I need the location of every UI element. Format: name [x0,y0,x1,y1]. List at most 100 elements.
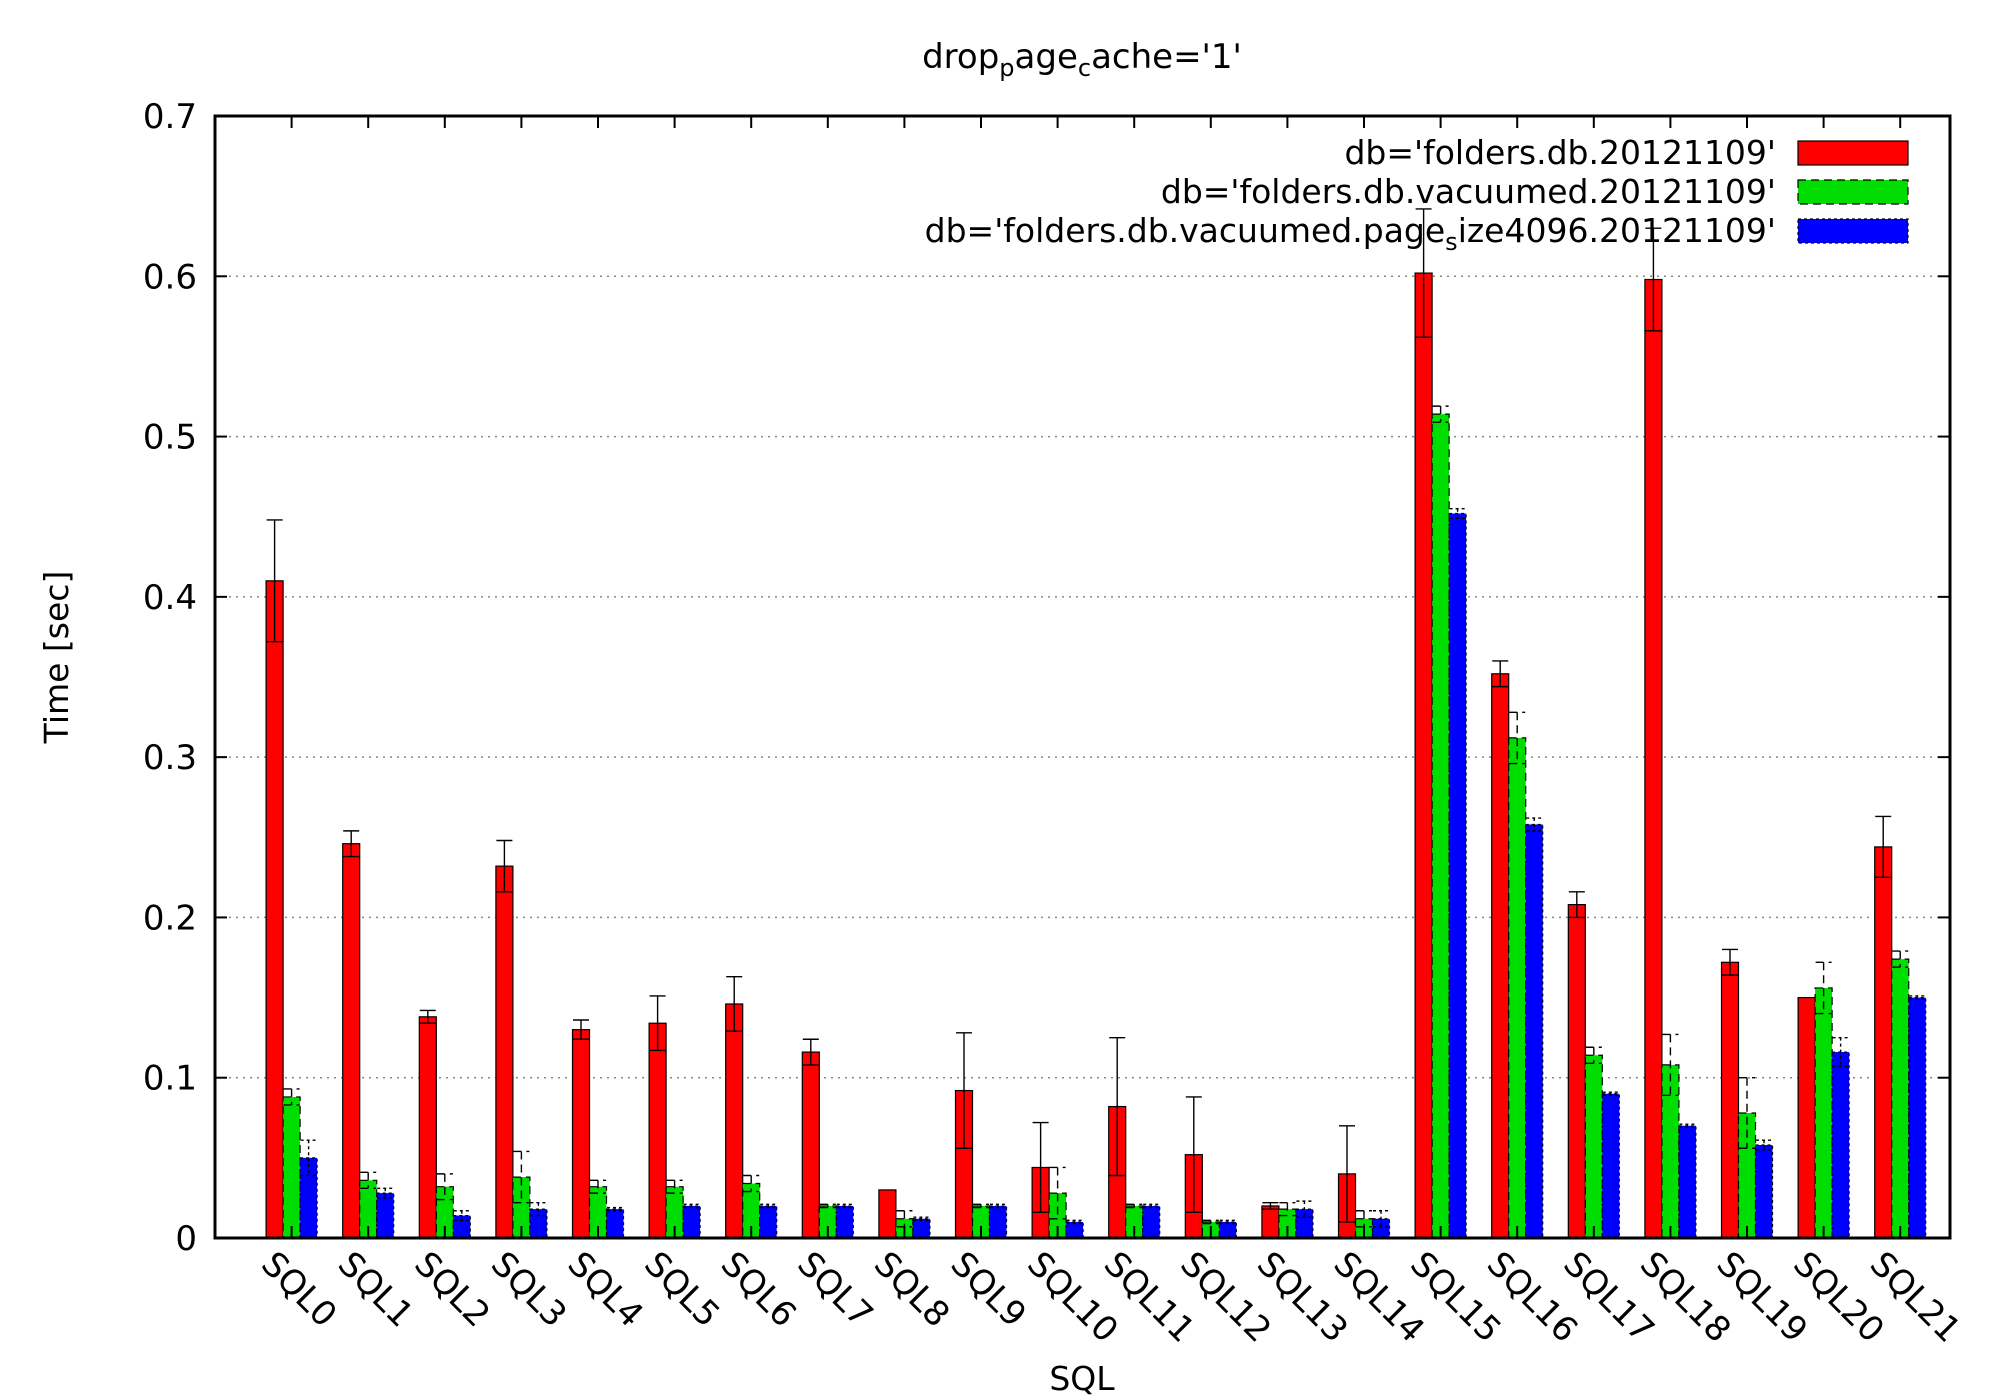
bar [1431,413,1450,1239]
x-tick-label: SQL5 [636,1244,727,1335]
error-bar [1109,1036,1126,1177]
error-bar [990,1203,1007,1209]
error-bar [453,1210,470,1222]
bar [1797,996,1816,1239]
error-bar [436,1173,453,1201]
bar [878,1189,897,1239]
error-bar [590,1179,607,1194]
bar [835,1205,854,1239]
y-tick-label: 0.1 [143,1059,197,1099]
error-bar [1143,1203,1160,1209]
bar [1525,823,1544,1239]
bar [571,1029,591,1239]
y-tick-label: 0.5 [143,418,197,458]
bar [801,1051,820,1239]
error-bar [1662,1033,1679,1097]
bar [1142,1205,1161,1239]
error-bar [1339,1125,1356,1223]
error-bar [1509,711,1526,765]
bar [1831,1051,1850,1239]
bar [1754,1144,1774,1239]
plot-frame [213,114,1952,1240]
y-tick-label: 0 [175,1219,197,1259]
error-bar [743,1174,760,1193]
error-bar [607,1206,624,1212]
bar [1874,846,1893,1239]
error-bar [726,976,743,1032]
bar [1720,961,1740,1239]
bar [1678,1125,1697,1239]
error-bar [530,1202,547,1217]
error-bar [1262,1202,1279,1210]
error-bar [1875,815,1892,879]
legend-entry: db='folders.db.vacuumed.20121109' [1161,172,1776,211]
error-bar [1279,1202,1296,1217]
legend-swatch [1797,140,1909,166]
bar [1584,1054,1603,1239]
x-tick-label: SQL1 [330,1244,421,1335]
bars [265,208,1927,1239]
y-tick-label: 0.2 [143,898,197,938]
error-bar [1679,1123,1696,1129]
error-bar [1126,1203,1143,1209]
y-tick-label: 0.6 [143,257,197,297]
bar [299,1157,318,1239]
bar [759,1205,778,1239]
error-bar [649,995,666,1052]
bar [1567,904,1586,1239]
legend: db='folders.db.20121109'db='folders.db.v… [925,133,1909,256]
error-bar [377,1187,394,1199]
error-bar [1585,1046,1602,1064]
error-bar [1202,1219,1219,1225]
x-tick-label: SQL8 [866,1244,957,1335]
error-bar [1032,1121,1049,1214]
chart-title: droppagecache='1' [922,37,1242,82]
bar [512,1176,531,1239]
x-tick-label: SQL9 [943,1244,1034,1335]
error-bar [1373,1210,1390,1228]
error-bar [913,1216,930,1222]
bar [529,1208,548,1239]
error-bar [360,1171,377,1190]
bar [648,1022,667,1239]
error-bar [1602,1091,1619,1097]
bar [342,843,361,1239]
bar [1644,278,1663,1239]
bar [605,1208,625,1239]
y-tick-label: 0.7 [143,97,197,137]
error-bar [1066,1219,1083,1225]
bar [988,1205,1008,1239]
error-bar [496,839,513,893]
x-tick-label: SQL0 [253,1244,344,1335]
error-bar [1568,891,1585,919]
bar [452,1214,471,1239]
bar [1891,958,1910,1239]
y-tick-label: 0.4 [143,578,197,618]
bar [1508,737,1527,1239]
bar [1601,1093,1620,1239]
bar [1908,996,1927,1239]
legend-swatch [1797,218,1909,244]
x-tick-label: SQL3 [483,1244,574,1335]
y-tick-label: 0.3 [143,738,197,778]
error-bar [683,1203,700,1209]
error-bar [760,1203,777,1209]
x-axis-label: SQL [1049,1359,1115,1398]
error-bar [1815,961,1832,1015]
x-tick-label: SQL2 [406,1244,497,1335]
bar [1218,1221,1237,1239]
bar [1261,1205,1280,1239]
error-bar [1909,995,1926,1000]
error-bar [283,1088,300,1106]
bar [682,1205,701,1239]
legend-entry: db='folders.db.20121109' [1344,133,1776,172]
error-bar [343,830,360,858]
bar [265,580,284,1239]
error-bar [802,1038,819,1066]
error-bar [1645,227,1662,332]
error-bar [1049,1166,1066,1220]
bar [376,1192,395,1239]
bar [1448,512,1467,1239]
error-bar [266,519,283,643]
